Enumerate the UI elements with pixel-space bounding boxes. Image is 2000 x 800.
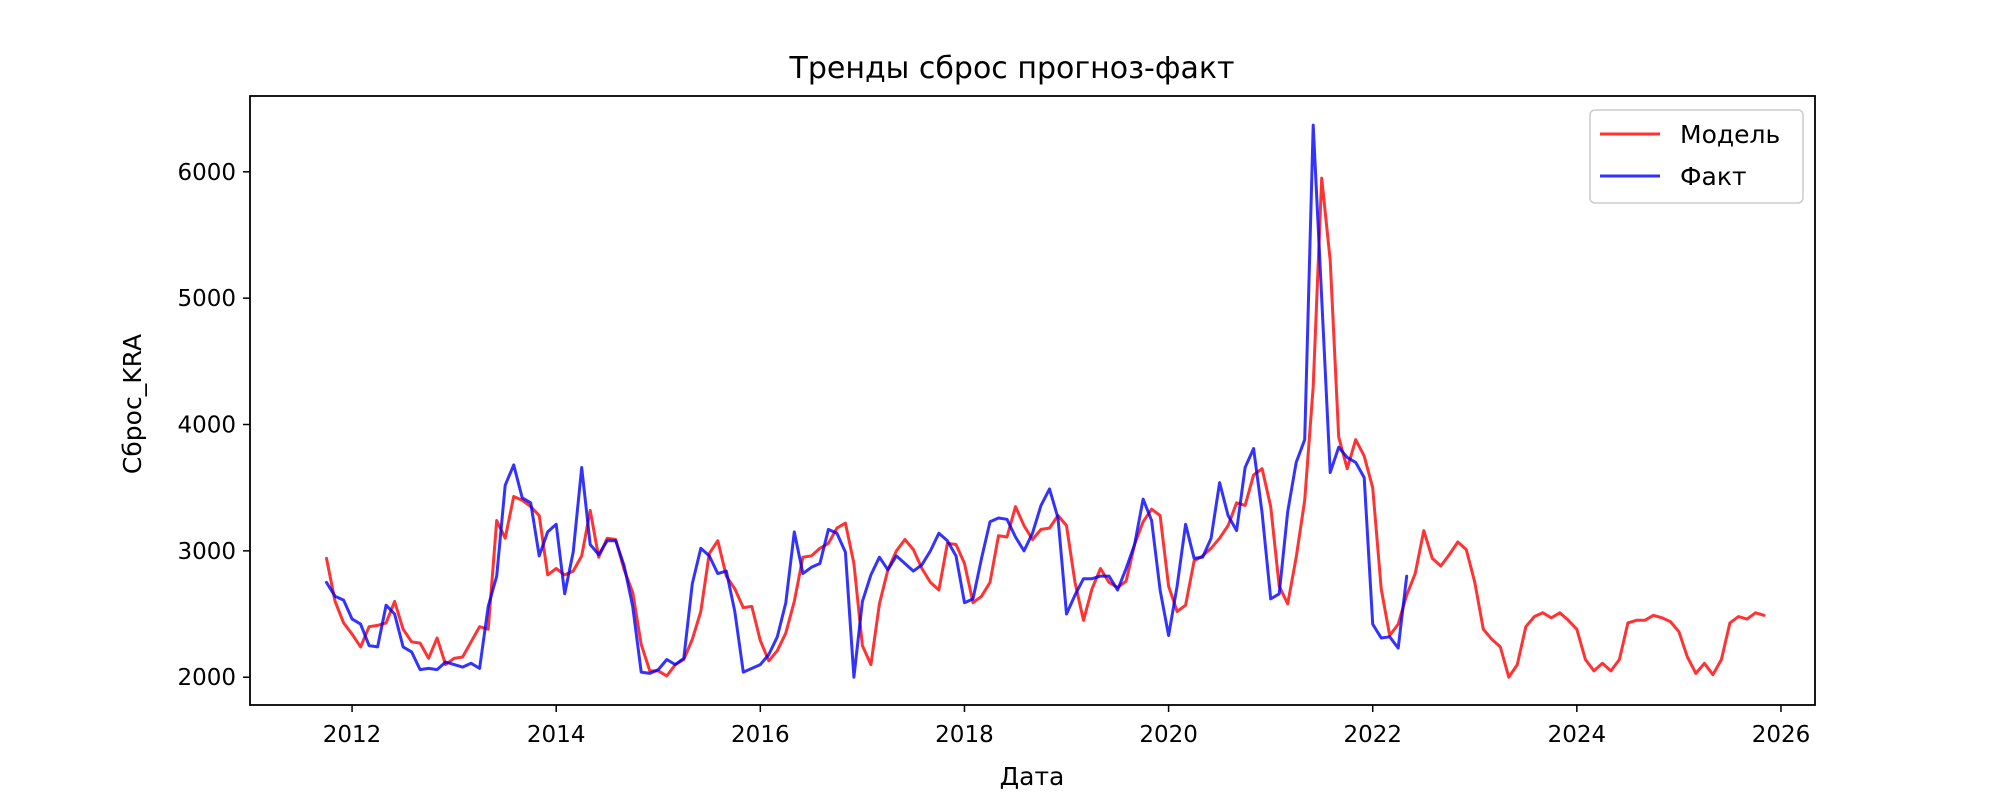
chart-title: Тренды сброс прогноз-факт xyxy=(789,51,1235,86)
y-tick-label: 4000 xyxy=(177,413,236,439)
y-tick-label: 5000 xyxy=(177,286,236,312)
y-tick-label: 3000 xyxy=(177,539,236,565)
x-tick-label: 2026 xyxy=(1752,722,1811,748)
y-axis: 2000 3000 4000 5000 6000 xyxy=(177,160,250,691)
x-axis-label: Дата xyxy=(1000,762,1065,791)
series-line-fact xyxy=(325,123,1409,679)
y-axis-label: Сброс_KRA xyxy=(118,334,147,474)
x-tick-label: 2016 xyxy=(731,722,790,748)
x-tick-label: 2020 xyxy=(1139,722,1198,748)
legend-label-fact: Факт xyxy=(1680,162,1747,191)
x-tick-label: 2022 xyxy=(1343,722,1402,748)
x-axis: 2012 2014 2016 2018 2020 2022 2024 2026 xyxy=(323,705,1810,748)
x-tick-label: 2024 xyxy=(1548,722,1607,748)
legend-label-model: Модель xyxy=(1680,120,1780,149)
x-tick-label: 2014 xyxy=(527,722,586,748)
series-line-model xyxy=(325,176,1766,679)
plot-frame xyxy=(249,95,1816,706)
y-tick-label: 6000 xyxy=(177,160,236,186)
y-tick-label: 2000 xyxy=(177,665,236,691)
x-tick-label: 2018 xyxy=(935,722,994,748)
x-tick-label: 2012 xyxy=(323,722,382,748)
series-layer xyxy=(325,123,1766,679)
legend: Модель Факт xyxy=(1589,109,1804,204)
